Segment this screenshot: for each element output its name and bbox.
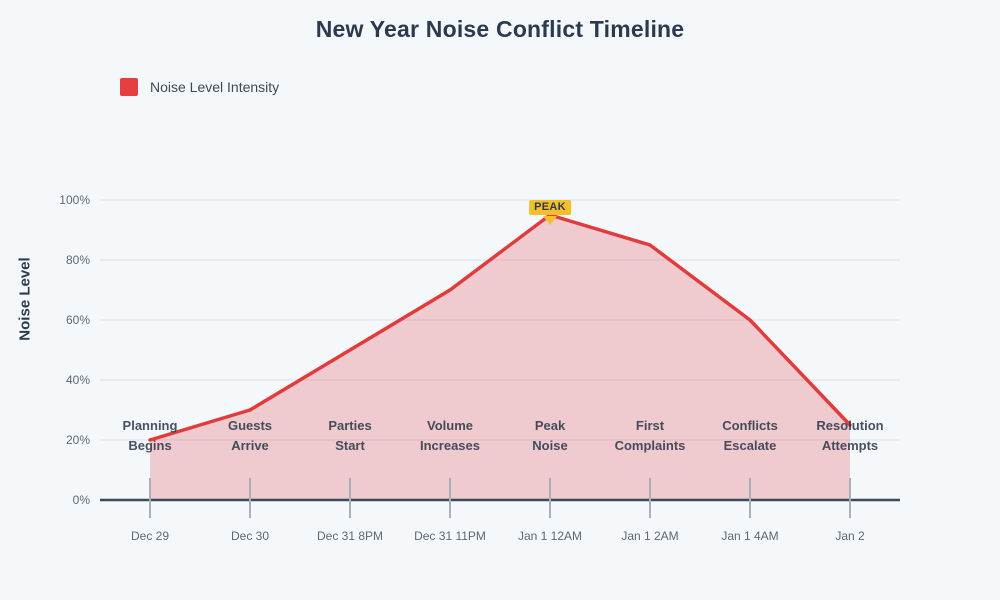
event-label-line: Noise	[532, 438, 568, 453]
legend-label: Noise Level Intensity	[150, 79, 280, 95]
noise-level-line	[148, 213, 852, 442]
event-label-line: Parties	[328, 418, 372, 433]
event-label-line: First	[635, 418, 665, 433]
peak-badge: PEAK	[529, 200, 571, 215]
event-label: Resolution Attempts	[785, 416, 915, 456]
event-label-line: Conflicts	[722, 418, 778, 433]
y-tick-label: 0%	[72, 493, 90, 507]
x-tick-label: Jan 1 12AM	[517, 529, 583, 543]
legend[interactable]: Noise Level Intensity	[120, 78, 279, 96]
event-label-line: Resolution	[816, 418, 884, 433]
event-label-line: Start	[335, 438, 365, 453]
event-label: Parties Start	[285, 416, 415, 456]
event-label: Peak Noise	[485, 416, 615, 456]
event-label: Planning Begins	[85, 416, 215, 456]
event-label: Conflicts Escalate	[685, 416, 815, 456]
legend-swatch	[120, 78, 138, 96]
x-tick-label: Dec 30	[230, 529, 270, 543]
x-tick-label: Jan 2	[835, 529, 865, 543]
y-tick-label: 100%	[59, 193, 90, 207]
event-label-line: Increases	[420, 438, 480, 453]
event-label-line: Begins	[128, 438, 172, 453]
event-label-line: Planning	[122, 418, 178, 433]
event-label-line: Guests	[227, 418, 273, 433]
event-label-line: Escalate	[723, 438, 777, 453]
x-tick-label: Jan 1 4AM	[721, 529, 779, 543]
chart-title: New Year Noise Conflict Timeline	[315, 16, 685, 42]
x-tick-label: Dec 29	[130, 529, 170, 543]
event-label: First Complaints	[585, 416, 715, 456]
event-label: Volume Increases	[385, 416, 515, 456]
event-label-line: Peak	[534, 418, 566, 433]
x-tick-label: Jan 1 2AM	[621, 529, 679, 543]
peak-pointer	[543, 216, 557, 225]
y-tick-label: 20%	[65, 433, 90, 447]
event-label-line: Arrive	[231, 438, 269, 453]
event-label-line: Complaints	[614, 438, 686, 453]
y-tick-label: 60%	[65, 313, 90, 327]
x-tick-label: Dec 31 11PM	[414, 529, 486, 543]
area-fill	[150, 215, 850, 500]
x-tick-label: Dec 31 8PM	[316, 529, 384, 543]
y-tick-label: 40%	[65, 373, 90, 387]
event-label-line: Attempts	[821, 438, 879, 453]
event-label: Guests Arrive	[185, 416, 315, 456]
y-tick-label: 80%	[65, 253, 90, 267]
event-label-line: Volume	[427, 418, 473, 433]
